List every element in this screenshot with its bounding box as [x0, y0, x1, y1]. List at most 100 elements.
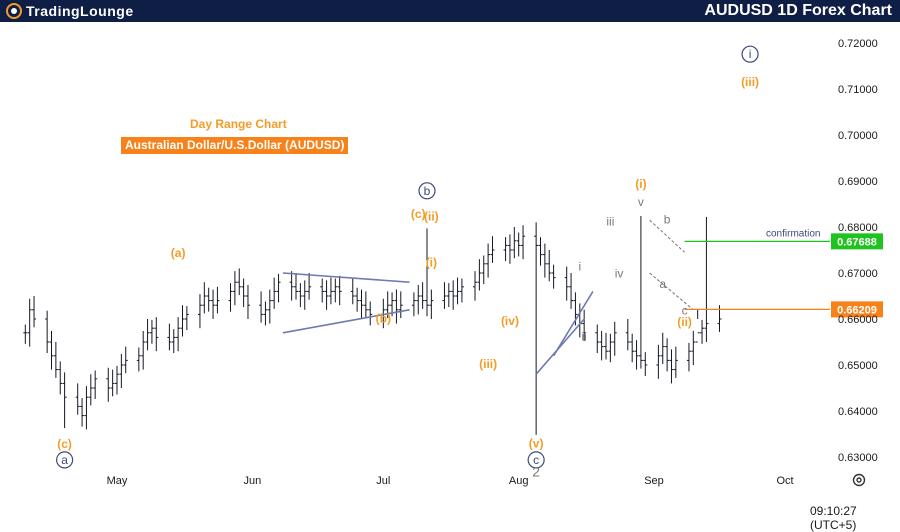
wedge-line	[649, 219, 685, 253]
candle	[106, 367, 111, 402]
x-tick-label: Sep	[644, 475, 664, 487]
candle	[481, 255, 486, 285]
candle	[398, 291, 403, 319]
wave-label: ii	[581, 330, 586, 344]
price-tag-label: 0.67688	[837, 236, 877, 248]
candle	[700, 319, 705, 344]
candle	[660, 332, 665, 365]
chart-title: AUDUSD 1D Forex Chart	[704, 2, 892, 19]
candle	[154, 317, 159, 352]
y-tick-label: 0.64000	[838, 406, 878, 418]
candle	[582, 309, 587, 342]
candle	[368, 301, 373, 326]
price-chart[interactable]: (a)(b)(c)ab(c)(ii)(i)(iii)(iv)(v)c2iiiii…	[0, 22, 900, 502]
candle	[477, 259, 482, 291]
candle	[420, 282, 425, 309]
candles-group	[23, 215, 722, 435]
candle	[704, 216, 709, 342]
wave-label: (iv)	[501, 314, 519, 328]
candle	[612, 321, 617, 356]
candle	[503, 237, 508, 262]
candle	[171, 329, 176, 354]
candle	[45, 310, 50, 354]
candle	[473, 271, 478, 301]
candle	[307, 273, 312, 300]
wave-label: (i)	[635, 177, 646, 191]
candle	[62, 372, 67, 429]
candle	[27, 298, 32, 347]
candle	[32, 296, 37, 328]
wave-label: b	[664, 212, 671, 226]
wave-circle	[527, 451, 545, 469]
candle	[551, 264, 556, 289]
candle	[276, 273, 281, 303]
y-tick-label: 0.71000	[838, 84, 878, 96]
wave-label: a	[659, 277, 666, 291]
candle	[298, 283, 303, 308]
axes-group: 0.67688 confirmation 0.66209 0.72000 0.71000…	[107, 38, 883, 487]
candle	[350, 277, 355, 305]
candle	[442, 282, 447, 309]
x-tick-label: Aug	[509, 475, 529, 487]
candle	[625, 319, 630, 351]
candle	[416, 284, 421, 315]
wave-label: v	[638, 195, 644, 209]
candle	[634, 340, 639, 370]
candle	[320, 278, 325, 303]
candle	[603, 332, 608, 360]
y-tick-label: 0.68000	[838, 222, 878, 234]
wave-label: (iii)	[741, 75, 759, 89]
logo-icon	[6, 3, 22, 19]
candle	[206, 287, 211, 312]
candle	[695, 308, 700, 343]
y-tick-label: 0.66000	[838, 314, 878, 326]
brand-name: TradingLounge	[26, 3, 134, 19]
candle	[459, 278, 464, 303]
price-tag	[831, 233, 883, 250]
candle	[232, 271, 237, 306]
gear-icon[interactable]	[852, 473, 866, 487]
confirmation-label: confirmation	[766, 228, 820, 239]
candle	[115, 365, 119, 395]
candle	[237, 268, 242, 296]
candle	[211, 289, 216, 319]
candle	[486, 243, 491, 278]
wave-label: iv	[615, 267, 624, 281]
candle	[263, 301, 268, 326]
candle	[595, 324, 600, 354]
wave-label: c	[533, 453, 539, 467]
candle	[429, 289, 434, 319]
candle	[333, 278, 338, 303]
trendline	[282, 272, 410, 283]
candle	[630, 333, 635, 363]
wave-label: b	[424, 184, 431, 198]
candle	[490, 236, 495, 263]
candle	[355, 287, 360, 312]
candle	[88, 374, 93, 406]
candle	[80, 398, 85, 427]
candle	[424, 228, 429, 317]
candle	[145, 319, 150, 351]
candle	[197, 294, 202, 329]
y-tick-label: 0.65000	[838, 360, 878, 372]
wave-label: (ii)	[424, 210, 439, 224]
candle	[363, 291, 368, 319]
candle	[446, 283, 451, 308]
candle	[110, 369, 115, 397]
candle	[324, 280, 329, 310]
candle	[53, 342, 58, 378]
candle	[136, 347, 141, 372]
y-tick-label: 0.69000	[838, 176, 878, 188]
candle	[516, 232, 521, 257]
y-tick-label: 0.67000	[838, 268, 878, 280]
candle	[241, 278, 246, 308]
candle	[272, 277, 277, 309]
candle	[686, 342, 691, 372]
candle	[167, 323, 172, 351]
overlays-group	[282, 219, 830, 375]
candle	[328, 277, 333, 305]
wave-label: (v)	[529, 436, 544, 450]
y-tick-label: 0.70000	[838, 130, 878, 142]
candle	[75, 383, 80, 415]
pair-badge: Australian Dollar/U.S.Dollar (AUDUSD)	[121, 137, 349, 154]
